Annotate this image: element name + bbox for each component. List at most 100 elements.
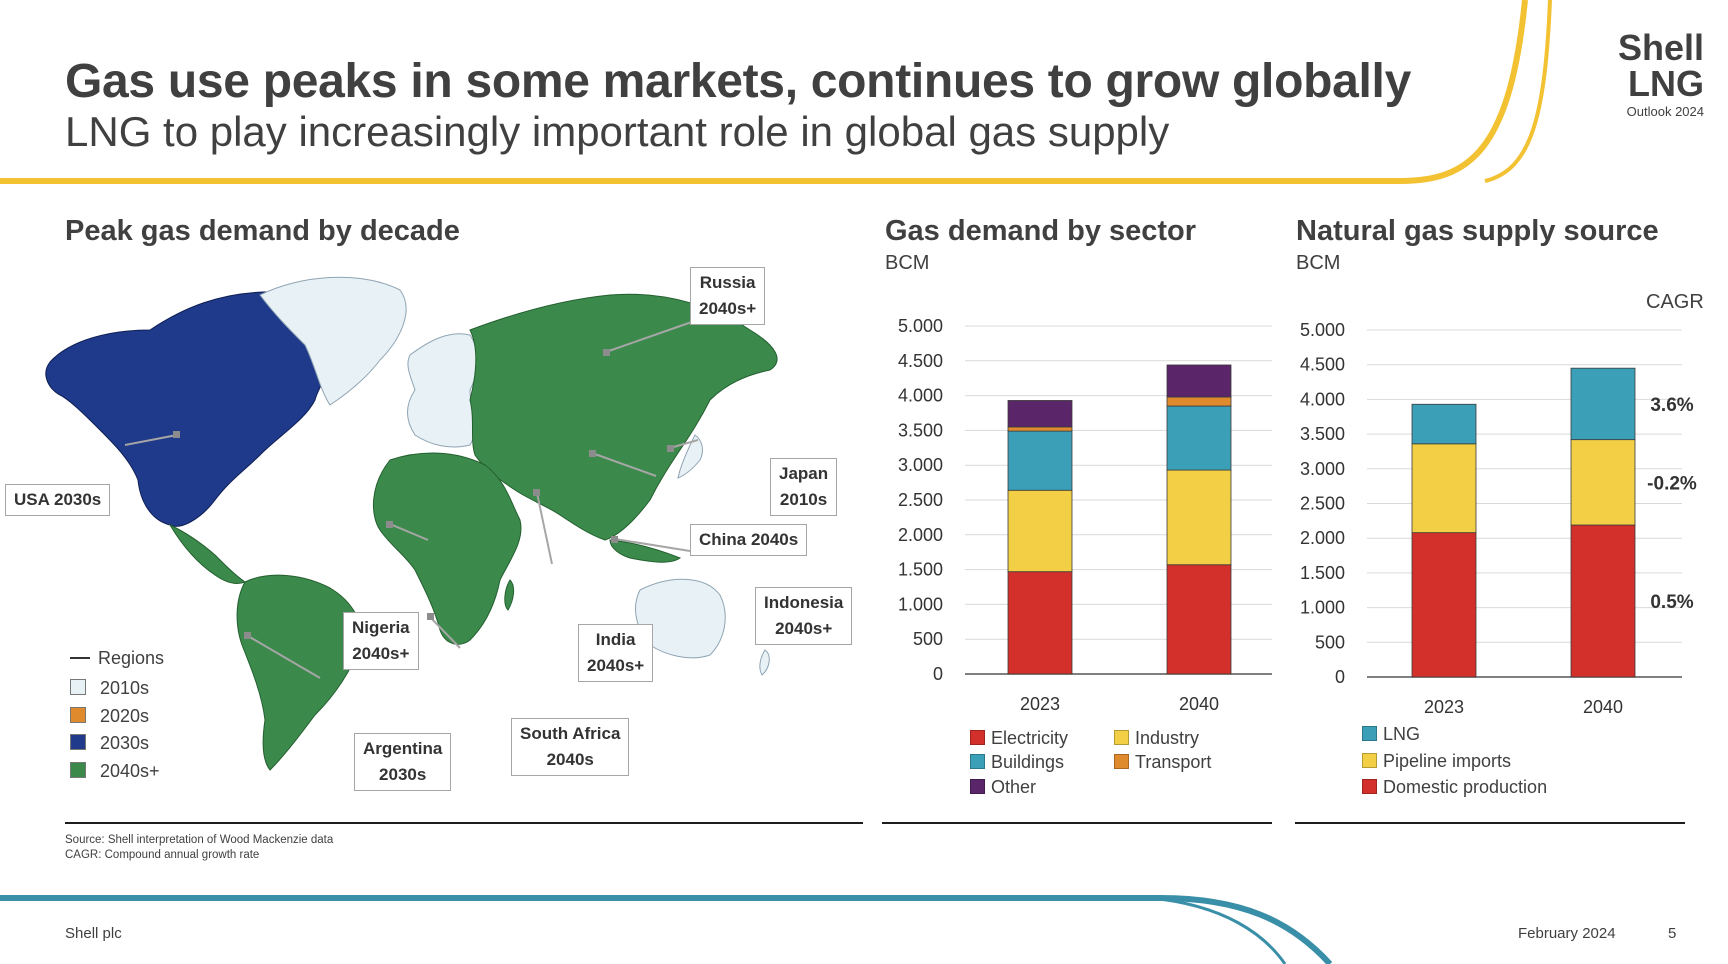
sector-legend-other: Other: [970, 777, 1036, 798]
footer-date: February 2024: [1518, 925, 1616, 942]
page-title: Gas use peaks in some markets, continues…: [65, 55, 1411, 108]
map-legend-2030s: 2030s: [70, 733, 149, 754]
china-name: China 2040s: [699, 530, 799, 549]
page-subtitle: LNG to play increasingly important role …: [65, 108, 1170, 155]
y-tick-label: 2.000: [898, 525, 943, 545]
bar-segment: [1166, 364, 1232, 398]
sector-legend-buildings: Buildings: [970, 752, 1064, 773]
sector-chart-title: Gas demand by sector: [885, 215, 1197, 247]
map-legend-2040s: 2040s+: [70, 761, 160, 782]
swatch-transport: [1114, 754, 1129, 769]
logo-line-1: Shell: [1617, 27, 1704, 68]
bar-segment: [1007, 430, 1073, 491]
legend-label: Regions: [98, 648, 165, 668]
india-name: India: [595, 630, 636, 649]
y-tick-label: 0: [1335, 667, 1345, 687]
new-zealand-region: [759, 649, 770, 676]
world-map: [45, 276, 778, 771]
map-label-indonesia: Indonesia 2040s+: [755, 587, 853, 645]
swatch-electricity: [970, 730, 985, 745]
bar-segment: [1166, 396, 1232, 407]
cagr-value-label: 0.5%: [1650, 592, 1693, 613]
sector-legend-industry: Industry: [1114, 728, 1199, 749]
x-tick-label: 2023: [1020, 694, 1060, 714]
supply-source-chart: 0 500 1.000 1.500 2.000 2.500 3.000 3.500 4.000 4…: [1300, 320, 1697, 717]
indonesia-name: Indonesia: [764, 593, 844, 612]
regions-line-swatch: [70, 657, 90, 659]
bar-segment: [1570, 524, 1636, 678]
indonesia-decade: 2040s+: [775, 619, 833, 638]
supply-legend-lng: LNG: [1362, 724, 1420, 745]
swatch-2030s: [70, 734, 86, 750]
y-tick-label: 5.000: [898, 316, 943, 336]
footer-teal-rule: [0, 895, 1333, 964]
argentina-decade: 2030s: [379, 765, 427, 784]
europe-region: [407, 333, 478, 448]
bar-segment: [1166, 405, 1232, 471]
x-tick-label: 2023: [1424, 697, 1464, 717]
legend-label: Electricity: [991, 728, 1069, 748]
south-africa-decade: 2040s: [546, 750, 594, 769]
y-tick-label: 3.500: [898, 420, 943, 440]
map-label-china: China 2040s: [690, 524, 808, 556]
header-yellow-rule: [0, 0, 1528, 184]
russia-decade: 2040s+: [699, 299, 757, 318]
supply-legend-domestic: Domestic production: [1362, 777, 1547, 798]
legend-label: 2010s: [100, 678, 150, 698]
cagr-value-label: -0.2%: [1647, 473, 1697, 494]
bar-segment: [1570, 367, 1636, 441]
map-legend-2020s: 2020s: [70, 706, 149, 727]
y-tick-label: 3.500: [1300, 424, 1345, 444]
y-tick-label: 4.000: [1300, 389, 1345, 409]
footer-company: Shell plc: [65, 925, 122, 942]
map-legend-2010s: 2010s: [70, 678, 149, 699]
swatch-2020s: [70, 707, 86, 723]
south-america-region: [236, 574, 362, 771]
india-decade: 2040s+: [587, 656, 645, 675]
y-tick-label: 500: [1315, 632, 1345, 652]
map-label-russia: Russia 2040s+: [690, 267, 766, 325]
legend-label: 2040s+: [100, 761, 160, 781]
bar-segment: [1007, 426, 1073, 432]
japan-region: [677, 434, 703, 479]
y-tick-label: 500: [913, 629, 943, 649]
map-legend-regions: Regions: [70, 648, 164, 669]
bar-segment: [1007, 400, 1073, 428]
y-tick-label: 4.500: [1300, 355, 1345, 375]
legend-label: Transport: [1135, 752, 1212, 772]
y-tick-label: 3.000: [1300, 459, 1345, 479]
swatch-2010s: [70, 679, 86, 695]
x-tick-label: 2040: [1179, 694, 1219, 714]
shell-lng-logo: Shell LNG Outlook 2024: [1594, 27, 1704, 120]
map-label-india: India 2040s+: [578, 624, 654, 682]
header-yellow-curve: [1484, 0, 1552, 183]
logo-line-3: Outlook 2024: [1626, 104, 1704, 119]
cagr-note: CAGR: Compound annual growth rate: [65, 849, 260, 861]
bar-segment: [1411, 443, 1477, 534]
swatch-other: [970, 779, 985, 794]
south-africa-name: South Africa: [520, 724, 621, 743]
map-label-japan: Japan 2010s: [770, 458, 838, 516]
sector-legend-electricity: Electricity: [970, 728, 1068, 749]
y-tick-label: 3.000: [898, 455, 943, 475]
africa-region: [372, 452, 522, 645]
japan-decade: 2010s: [779, 490, 828, 509]
y-tick-label: 5.000: [1300, 320, 1345, 340]
y-tick-label: 1.000: [1300, 598, 1345, 618]
russia-asia-region: [469, 293, 778, 541]
nigeria-name: Nigeria: [352, 618, 410, 637]
y-tick-label: 4.500: [898, 351, 943, 371]
bar-segment: [1411, 532, 1477, 678]
supply-chart-title: Natural gas supply source: [1296, 215, 1659, 247]
map-label-south-africa: South Africa 2040s: [511, 718, 630, 776]
greenland-region: [259, 276, 407, 406]
north-america-region: [45, 291, 334, 527]
madagascar-region: [504, 579, 515, 611]
y-tick-label: 1.500: [1300, 563, 1345, 583]
legend-label: 2020s: [100, 706, 150, 726]
sector-chart-unit: BCM: [885, 252, 930, 274]
sector-demand-chart: 0 500 1.000 1.500 2.000 2.500 3.000 3.500 4.000 4…: [898, 316, 1272, 714]
bar-segment: [1411, 403, 1477, 445]
y-tick-label: 2.000: [1300, 528, 1345, 548]
